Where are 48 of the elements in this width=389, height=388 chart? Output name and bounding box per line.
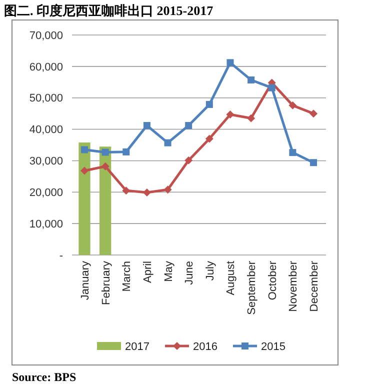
point <box>80 146 88 154</box>
x-tick-label: February <box>100 260 112 306</box>
point <box>143 122 150 130</box>
point <box>206 100 213 108</box>
point <box>205 134 214 143</box>
x-tick-label: January <box>79 260 92 300</box>
point <box>226 110 234 119</box>
point <box>288 101 297 110</box>
y-tick-label: 40,000 <box>29 124 63 136</box>
point <box>122 186 130 195</box>
y-tick-label: 70,000 <box>29 30 63 42</box>
y-tick-label: 20,000 <box>29 186 63 199</box>
x-tick-label: August <box>225 261 238 296</box>
point <box>310 159 318 166</box>
y-tick-label: 10,000 <box>29 218 63 230</box>
point <box>164 139 172 146</box>
legend-label: 2016 <box>193 340 218 353</box>
point <box>248 76 255 84</box>
point <box>184 156 193 164</box>
point <box>185 122 192 130</box>
x-tick-label: March <box>121 261 134 292</box>
x-tick-label: May <box>162 260 175 282</box>
chart-title: 图二. 印度尼西亚咖啡出口 2015-2017 <box>4 3 214 18</box>
point <box>310 110 318 118</box>
y-tick-label: - <box>59 250 64 262</box>
x-tick-label: September <box>246 260 258 315</box>
point <box>80 166 88 175</box>
legend-label: 2015 <box>261 340 286 353</box>
y-tick-label: 30,000 <box>29 156 63 168</box>
point <box>268 84 276 92</box>
y-tick-label: 50,000 <box>29 92 63 105</box>
source-note: Source: BPS <box>12 370 76 384</box>
point <box>101 162 110 170</box>
x-tick-label: April <box>142 261 154 284</box>
x-tick-label: June <box>184 261 196 285</box>
point <box>122 148 130 156</box>
point <box>226 59 234 66</box>
point <box>102 148 109 156</box>
point <box>142 188 151 196</box>
x-tick-label: November <box>288 260 300 312</box>
point <box>289 149 296 156</box>
x-tick-label: July <box>204 260 216 281</box>
y-tick-label: 60,000 <box>29 61 63 74</box>
x-tick-label: October <box>266 260 279 300</box>
x-tick-label: December <box>308 260 321 312</box>
point <box>247 114 256 122</box>
legend-label: 2017 <box>125 340 150 353</box>
point <box>164 186 172 194</box>
